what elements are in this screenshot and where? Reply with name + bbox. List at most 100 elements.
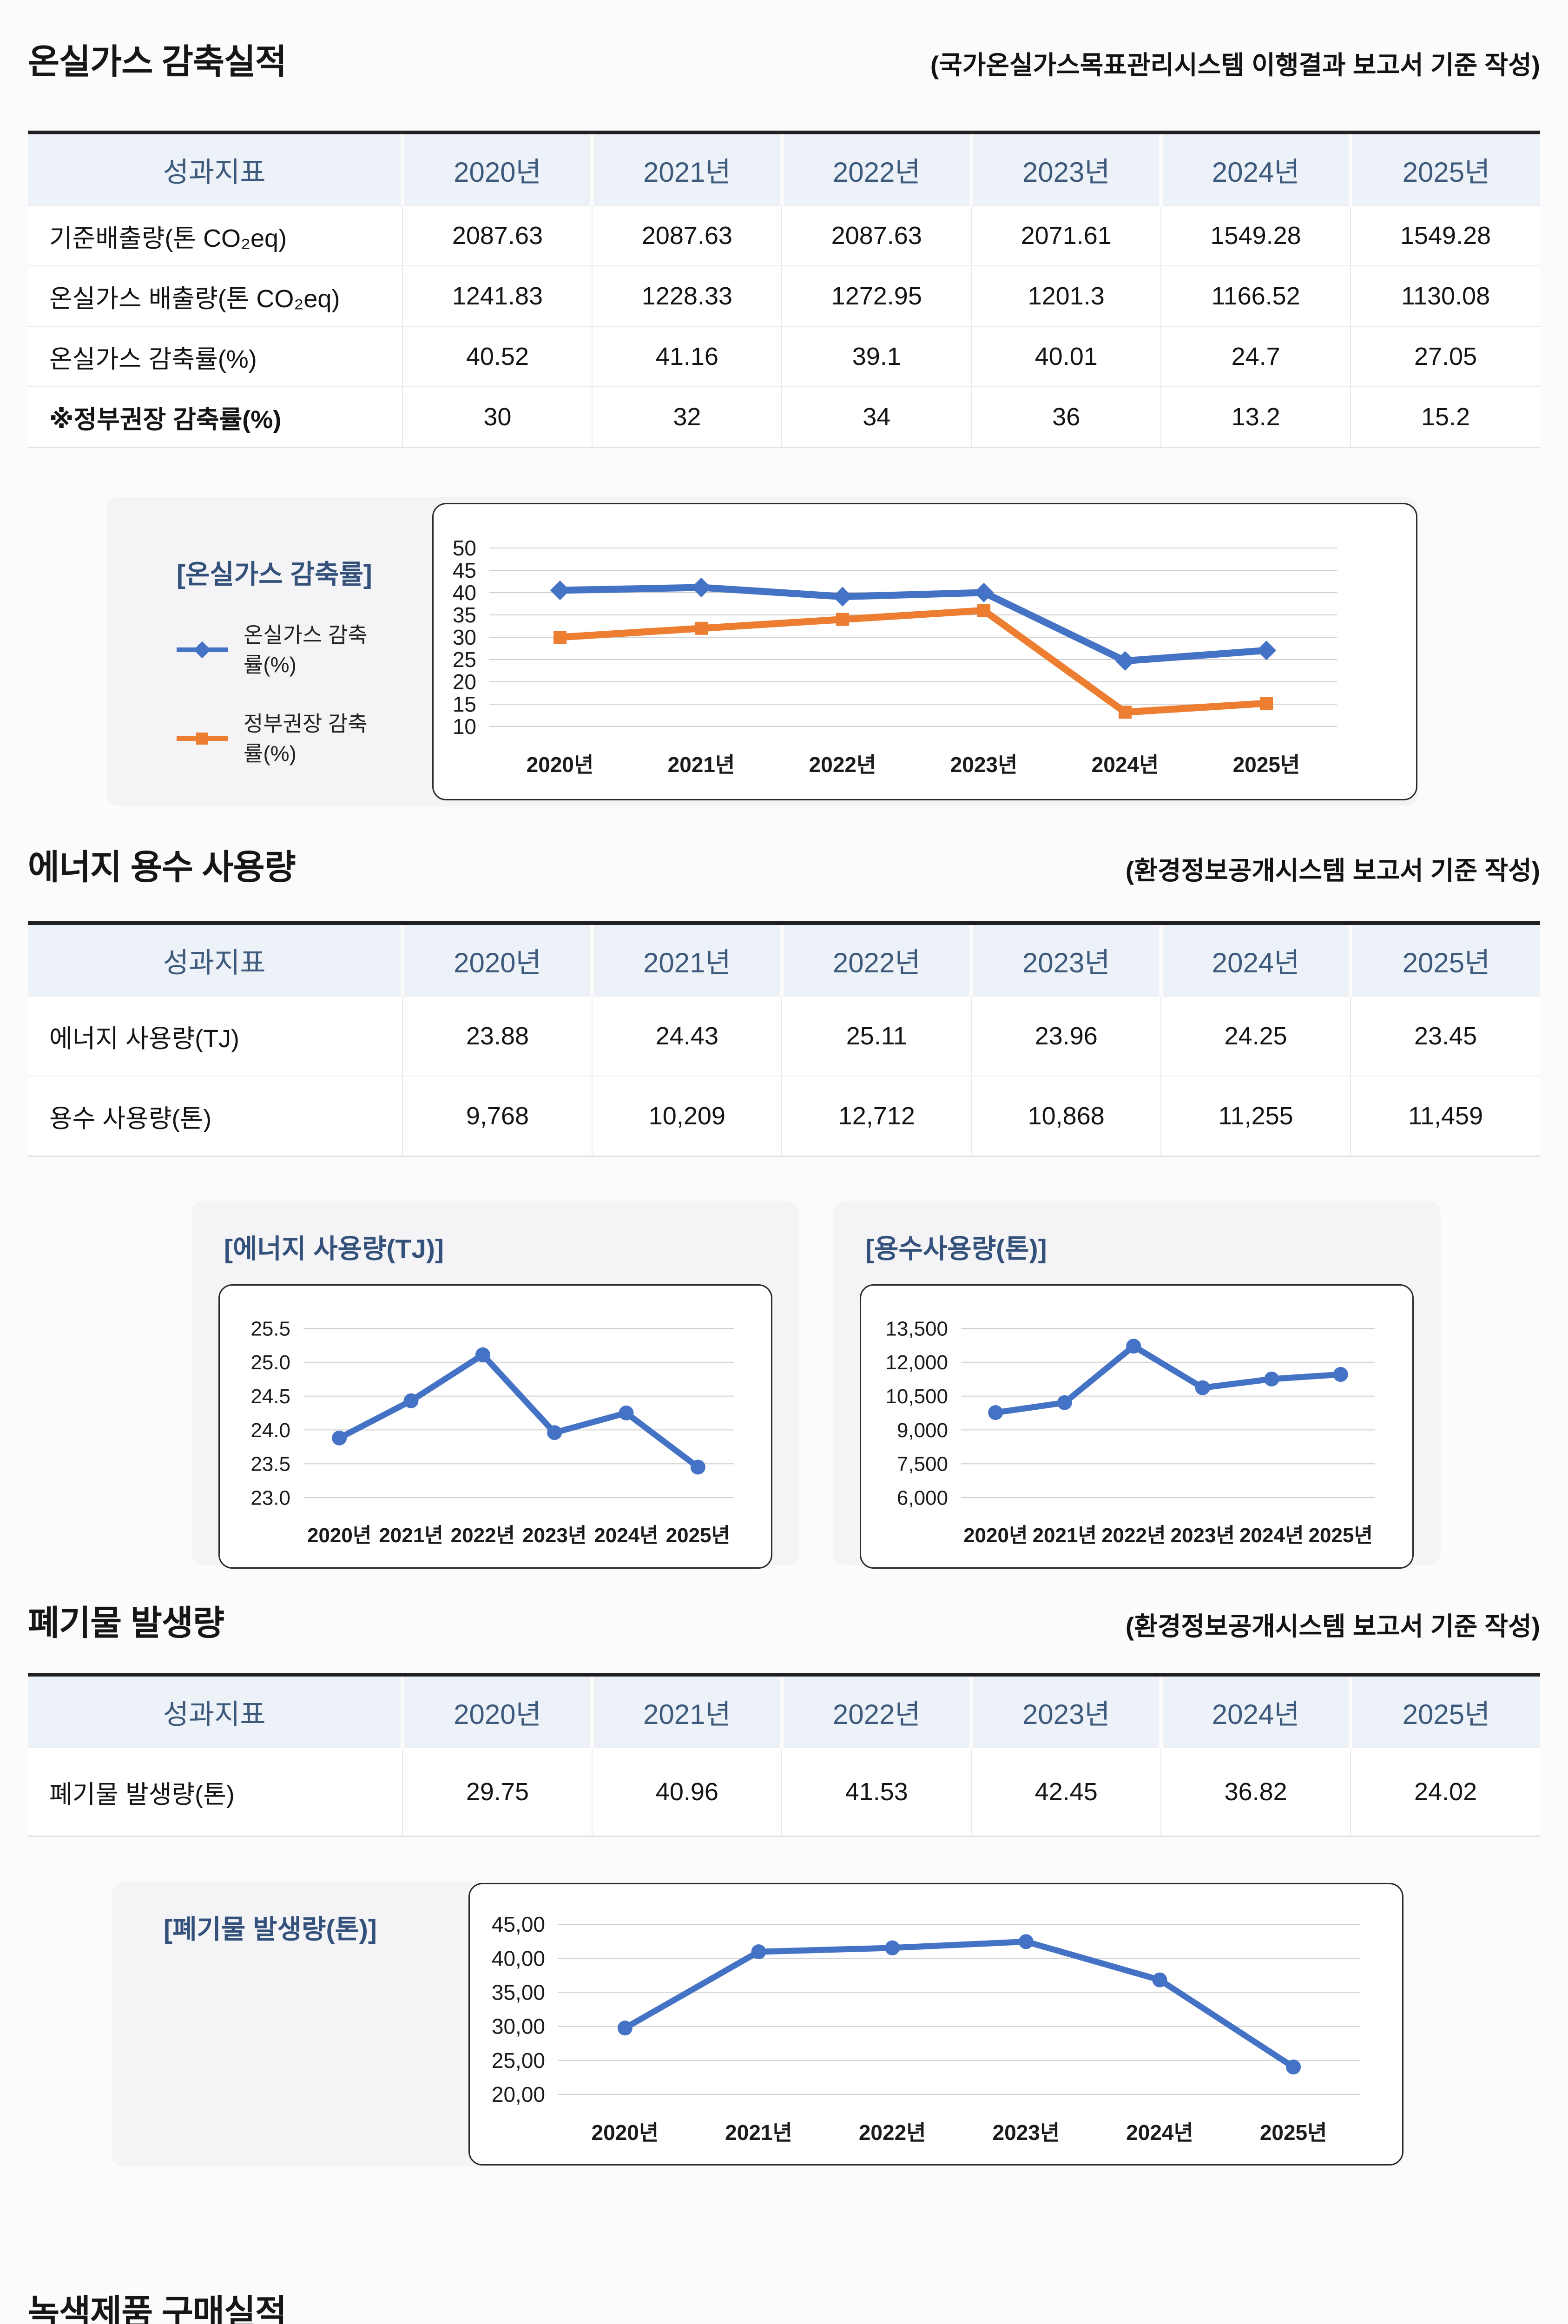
svg-text:25.0: 25.0 [250,1351,290,1374]
svg-text:2025년: 2025년 [1309,1524,1373,1547]
svg-text:2025년: 2025년 [666,1524,730,1547]
table-row: 용수 사용량(톤) 9,768 10,209 12,712 10,868 11,255 11… [28,1076,1540,1157]
svg-text:2024년: 2024년 [594,1524,658,1547]
svg-text:2023년: 2023년 [522,1524,586,1547]
svg-text:40,00: 40,00 [492,1946,545,1970]
year-header-cell: 2021년 [590,1673,782,1748]
chart-title-energy: [에너지 사용량(TJ)] [224,1234,444,1264]
svg-text:6,000: 6,000 [897,1486,948,1509]
value-cell: 13.2 [1160,386,1351,448]
value-cell: 27.05 [1350,326,1540,387]
svg-text:25.5: 25.5 [250,1317,290,1340]
row-label: 용수 사용량(톤) [28,1076,403,1157]
chart-svg: 20,00 25,00 30,00 35,00 40,00 45,00 2020년 2021년… [492,1912,1360,2145]
year-header-cell: 2022년 [780,1673,972,1748]
legend-item-ghg-reduction: 온실가스 감축률(%) [177,620,432,680]
table-header-row: 성과지표 2020년 2021년 2022년 2023년 2024년 2025년 [28,1673,1540,1748]
svg-text:2025년: 2025년 [1260,2120,1327,2145]
energy-water-charts-row: [에너지 사용량(TJ)] 23.0 23.5 24.0 24.5 25.0 25.5 20… [191,1201,1441,1569]
chart-card-energy: 23.0 23.5 24.0 24.5 25.0 25.5 2020년 2021년 2022년 2… [218,1284,772,1569]
value-cell: 41.16 [592,326,782,387]
section-title-green: 녹색제품 구매실적 [28,2293,287,2324]
row-label: 기준배출량(톤 CO₂eq) [28,205,403,266]
value-cell: 39.1 [781,326,972,387]
year-header-cell: 2021년 [590,131,782,205]
value-cell: 1549.28 [1160,205,1351,266]
value-cell: 36 [971,386,1161,448]
legend-label: 온실가스 감축률(%) [244,623,368,677]
svg-text:2022년: 2022년 [859,2120,926,2145]
section-waste-header: 폐기물 발생량 (환경정보공개시스템 보고서 기준 작성) [28,1604,1540,1642]
svg-text:2023년: 2023년 [993,2120,1060,2145]
table-row: 온실가스 배출량(톤 CO₂eq) 1241.83 1228.33 1272.95 12… [28,265,1540,326]
value-cell: 1241.83 [402,265,593,326]
section-green-header: 녹색제품 구매실적 [28,2295,1540,2324]
value-cell: 24.43 [592,996,782,1076]
svg-text:2023년: 2023년 [1171,1524,1235,1547]
svg-text:15: 15 [453,692,476,716]
year-header-cell: 2023년 [969,921,1161,996]
value-cell: 1272.95 [781,265,972,326]
chart-title-ghg: [온실가스 감축률] [177,560,372,589]
svg-text:2022년: 2022년 [809,753,876,777]
value-cell: 2087.63 [781,205,972,266]
chart-panel-water: [용수사용량(톤)] 6,000 7,500 9,000 10,500 12,000 13… [833,1201,1441,1569]
svg-text:2024년: 2024년 [1126,2120,1193,2145]
value-cell: 32 [592,386,782,448]
chart-title-col-waste: [폐기물 발생량(톤)] [112,1882,468,2166]
value-cell: 12,712 [781,1076,972,1157]
svg-text:2024년: 2024년 [1239,1524,1304,1547]
section-title-energy: 에너지 용수 사용량 [28,848,296,886]
year-header-cell: 2020년 [401,1673,593,1748]
value-cell: 34 [781,386,972,448]
svg-text:35: 35 [453,603,476,627]
value-cell: 10,209 [592,1076,782,1157]
value-cell: 1201.3 [971,265,1161,326]
value-cell: 40.52 [402,326,593,387]
svg-text:24.5: 24.5 [250,1385,290,1408]
row-label: 에너지 사용량(TJ) [28,996,403,1076]
legend-item-gov-recommended: 정부권장 감축률(%) [177,709,432,769]
svg-text:24.0: 24.0 [250,1419,290,1442]
svg-text:2021년: 2021년 [379,1524,443,1547]
table-waste: 성과지표 2020년 2021년 2022년 2023년 2024년 2025년 폐기물 발생… [28,1673,1540,1837]
section-subtitle-energy: (환경정보공개시스템 보고서 기준 작성) [1125,856,1540,885]
ghg-reduction-line-chart: 10 15 20 25 30 35 40 45 50 2020년 2021년 2022년 2023년 20… [434,504,1416,799]
svg-text:20: 20 [453,670,476,694]
table-header-row: 성과지표 2020년 2021년 2022년 2023년 2024년 2025년 [28,921,1540,996]
waste-generation-line-chart: 20,00 25,00 30,00 35,00 40,00 45,00 2020년 2021년… [470,1884,1402,2164]
svg-text:40: 40 [453,581,476,605]
orange-square-line-icon [177,733,228,745]
svg-text:45,00: 45,00 [492,1912,545,1936]
year-header-cell: 2022년 [780,921,972,996]
row-label: 온실가스 감축률(%) [28,326,403,387]
value-cell: 1228.33 [592,265,782,326]
value-cell: 24.25 [1160,996,1351,1076]
value-cell: 11,255 [1160,1076,1351,1157]
svg-text:10,500: 10,500 [885,1385,948,1408]
section-title-ghg: 온실가스 감축실적 [28,42,287,81]
legend-label: 정부권장 감축률(%) [244,711,368,766]
section-title-waste: 폐기물 발생량 [28,1604,224,1642]
svg-text:25: 25 [453,647,476,672]
svg-text:20,00: 20,00 [492,2082,545,2106]
svg-text:2021년: 2021년 [725,2120,792,2145]
chart-title-waste: [폐기물 발생량(톤)] [164,1915,377,1944]
year-header-cell: 2023년 [969,1673,1161,1748]
row-label: ※정부권장 감축률(%) [28,386,403,448]
row-label: 폐기물 발생량(톤) [28,1747,403,1837]
year-header-cell: 2023년 [969,131,1161,205]
value-cell: 30 [402,386,593,448]
svg-text:30,00: 30,00 [492,2014,545,2039]
svg-text:2020년: 2020년 [307,1524,371,1547]
year-header-cell: 2024년 [1159,1673,1351,1748]
value-cell: 42.45 [971,1747,1161,1837]
value-cell: 23.45 [1350,996,1540,1076]
value-cell: 40.01 [971,326,1161,387]
year-header-cell: 2025년 [1349,131,1540,205]
table-row: ※정부권장 감축률(%) 30 32 34 36 13.2 15.2 [28,386,1540,448]
value-cell: 23.96 [971,996,1161,1076]
svg-text:2022년: 2022년 [1101,1524,1166,1547]
